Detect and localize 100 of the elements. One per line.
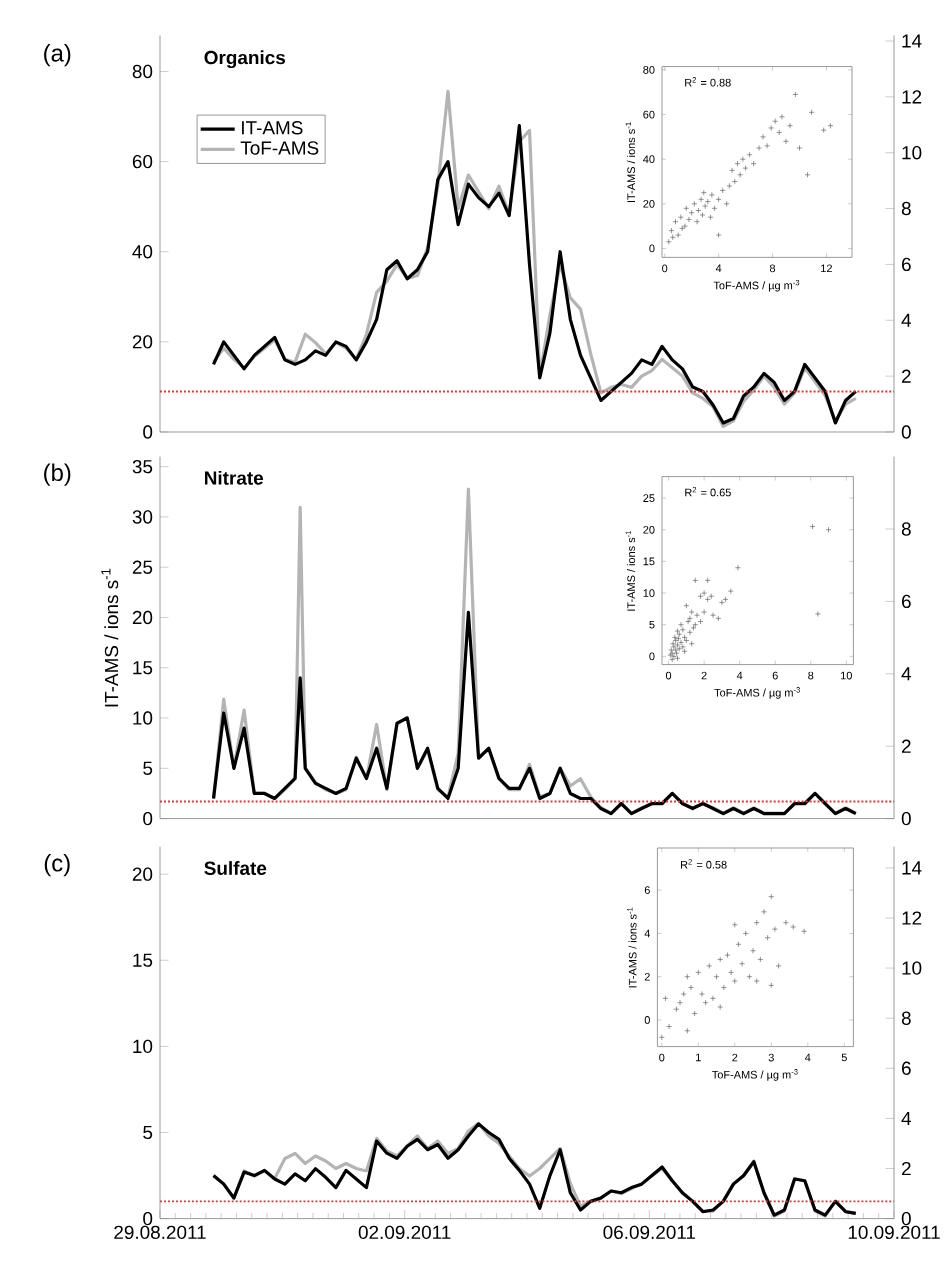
point <box>699 991 705 997</box>
point <box>684 973 691 980</box>
point <box>761 908 767 915</box>
y2-tick-label: 8 <box>901 201 911 216</box>
point <box>690 624 697 631</box>
y2-tick-label: 12 <box>902 90 922 104</box>
point <box>723 200 730 207</box>
y2-tick-label: 4 <box>901 313 912 327</box>
point <box>671 634 678 641</box>
point <box>729 167 735 174</box>
point <box>677 214 684 221</box>
point <box>753 978 760 984</box>
point <box>700 189 707 196</box>
point <box>772 926 778 933</box>
point <box>787 122 793 129</box>
point <box>768 982 775 989</box>
point <box>735 941 742 948</box>
point <box>691 1010 698 1017</box>
point <box>699 212 706 218</box>
point <box>680 991 687 997</box>
point <box>688 640 695 647</box>
point <box>704 577 711 584</box>
point <box>750 947 756 954</box>
point <box>702 203 709 209</box>
point <box>739 156 746 163</box>
point <box>683 205 690 212</box>
point <box>756 145 762 151</box>
point <box>694 218 700 225</box>
text: (c) <box>44 854 70 877</box>
point <box>677 999 683 1006</box>
y2-tick-label: 4 <box>901 1111 912 1125</box>
point <box>674 655 681 662</box>
point <box>764 934 771 941</box>
point <box>708 192 715 198</box>
point <box>684 1027 691 1034</box>
y-tick-label: 15 <box>133 661 153 675</box>
y2-tick-label: 2 <box>901 739 911 753</box>
point <box>685 618 692 625</box>
point <box>753 919 760 926</box>
point <box>808 109 815 116</box>
point <box>691 200 698 207</box>
point <box>713 973 720 980</box>
point <box>692 621 699 628</box>
point <box>702 999 709 1006</box>
point <box>683 602 690 609</box>
y2-tick-label: 10 <box>902 145 922 160</box>
point <box>675 635 682 642</box>
y2-tick-label: 10 <box>902 961 922 975</box>
point <box>710 612 716 619</box>
y2-tick-label: 6 <box>902 594 911 609</box>
point <box>701 609 708 615</box>
point <box>719 599 725 606</box>
point <box>704 198 711 205</box>
point <box>666 1023 672 1030</box>
point <box>706 963 713 969</box>
point <box>772 118 779 125</box>
y-tick-label: 0 <box>143 425 153 439</box>
point <box>695 207 702 214</box>
y2-tick-label: 2 <box>901 1161 911 1176</box>
x-tick-label: 06.09.2011 <box>603 1225 696 1240</box>
point <box>679 225 686 232</box>
y-tick-label: 0 <box>143 811 153 826</box>
x-tick-label: 29.08.2011 <box>114 1225 206 1240</box>
y2-tick-label: 14 <box>902 861 922 875</box>
point <box>820 127 827 134</box>
point <box>676 645 683 652</box>
point <box>739 960 745 967</box>
point <box>731 921 738 928</box>
point <box>715 615 722 622</box>
legend-label: ToF-AMS <box>240 141 319 155</box>
point <box>692 577 699 584</box>
y-tick-label: 15 <box>133 953 153 967</box>
point <box>731 178 738 185</box>
point <box>760 133 766 140</box>
y-tick-label: 5 <box>143 1125 153 1140</box>
point <box>790 924 797 930</box>
point <box>783 919 789 926</box>
point <box>715 196 722 203</box>
point <box>676 631 683 638</box>
point <box>695 969 702 976</box>
point <box>726 183 733 189</box>
text: Nitrate <box>205 470 264 485</box>
y2-tick-label: 0 <box>901 1211 911 1226</box>
point <box>731 978 738 984</box>
point <box>717 1004 724 1010</box>
y2-tick-label: 0 <box>901 425 911 439</box>
point <box>679 626 686 633</box>
y-tick-label: 30 <box>132 510 153 524</box>
point <box>727 588 734 595</box>
y-tick-label: 20 <box>132 610 153 625</box>
point <box>720 984 727 991</box>
point <box>750 160 757 167</box>
point <box>694 612 700 619</box>
point <box>658 1034 665 1041</box>
point <box>757 956 764 963</box>
point <box>669 234 676 241</box>
point <box>662 995 669 1002</box>
point <box>686 216 692 223</box>
point <box>687 615 693 622</box>
y2-tick-label: 12 <box>902 911 922 925</box>
